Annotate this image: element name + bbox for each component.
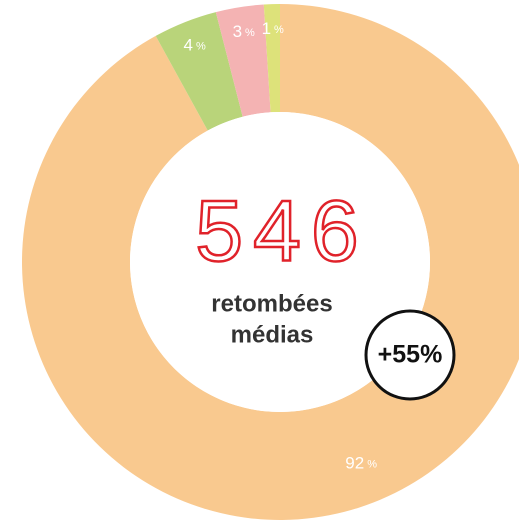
badge: +55%	[378, 341, 443, 369]
value-label: 92	[345, 454, 364, 473]
slice-label: 1%	[262, 20, 284, 39]
slice-label: 4%	[183, 36, 205, 55]
donut-hole	[130, 112, 430, 412]
slice-label: 92%	[345, 454, 377, 473]
slice	[215, 4, 271, 117]
slice	[263, 4, 280, 113]
badge-circle	[364, 309, 456, 401]
center-label: retombées	[211, 290, 332, 317]
unit-label: %	[245, 27, 255, 39]
value-label: 1	[262, 20, 271, 39]
slice-label: 3%	[233, 22, 255, 41]
value-label: 4	[183, 36, 192, 55]
value-label: 3	[233, 22, 242, 41]
center-label: médias	[231, 321, 314, 348]
unit-label: %	[274, 24, 284, 36]
unit-label: %	[367, 458, 377, 470]
slice	[155, 12, 243, 131]
center-number: 546	[195, 184, 369, 280]
unit-label: %	[196, 40, 206, 52]
